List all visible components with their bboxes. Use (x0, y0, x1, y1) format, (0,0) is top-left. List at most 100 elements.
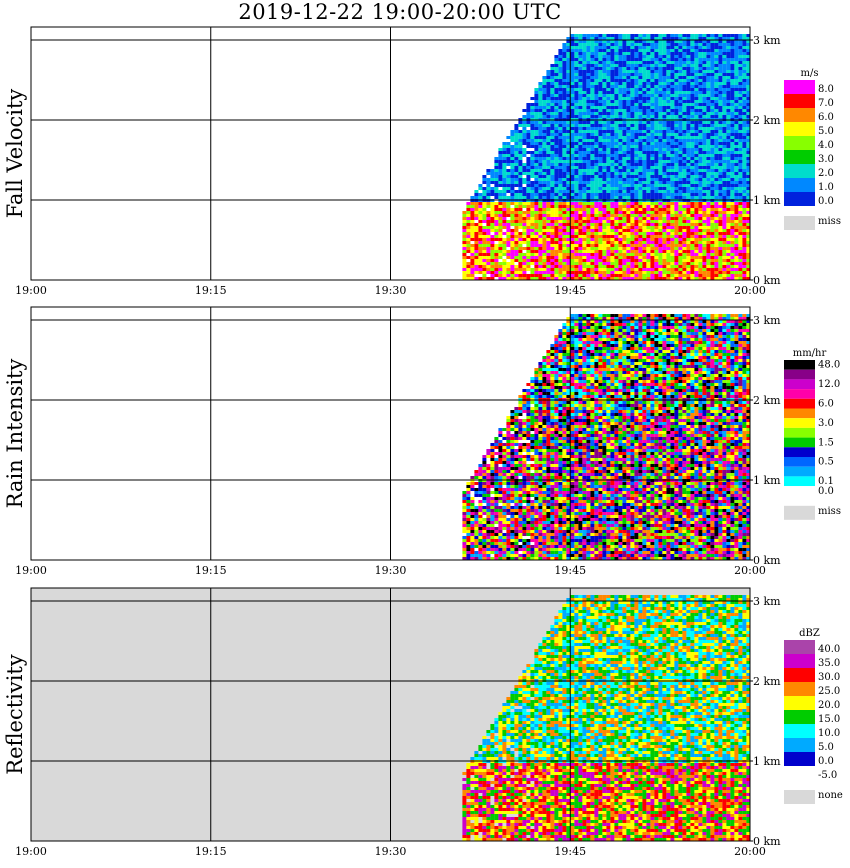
echo-cell (706, 160, 711, 163)
echo-cell (538, 256, 543, 259)
echo-cell (538, 250, 543, 253)
echo-cell (618, 100, 623, 103)
echo-cell (730, 259, 735, 262)
echo-cell (522, 229, 527, 232)
echo-cell (582, 85, 587, 88)
echo-cell (694, 61, 699, 64)
echo-cell (698, 130, 703, 133)
echo-cell (630, 235, 635, 238)
echo-cell (574, 232, 579, 235)
echo-cell (666, 43, 671, 46)
echo-cell (598, 82, 603, 85)
echo-cell (614, 55, 619, 58)
echo-cell (726, 256, 731, 259)
echo-cell (510, 151, 515, 154)
echo-cell (498, 184, 503, 187)
echo-cell (646, 91, 651, 94)
echo-cell (626, 79, 631, 82)
echo-cell (466, 223, 471, 226)
echo-cell (606, 235, 611, 238)
echo-cell (674, 58, 679, 61)
echo-cell (622, 106, 627, 109)
echo-cell (658, 232, 663, 235)
echo-cell (530, 244, 535, 247)
echo-cell (734, 97, 739, 100)
echo-cell (614, 223, 619, 226)
echo-cell (586, 187, 591, 190)
echo-cell (706, 142, 711, 145)
echo-cell (654, 172, 659, 175)
echo-cell (634, 247, 639, 250)
echo-cell (514, 166, 519, 169)
echo-cell (694, 196, 699, 199)
echo-cell (614, 184, 619, 187)
echo-cell (526, 277, 531, 280)
echo-cell (542, 187, 547, 190)
echo-cell (462, 274, 467, 277)
echo-cell (646, 268, 651, 271)
echo-cell (730, 121, 735, 124)
echo-cell (598, 271, 603, 274)
echo-cell (674, 232, 679, 235)
echo-cell (742, 196, 747, 199)
echo-cell (686, 52, 691, 55)
echo-cell (738, 91, 743, 94)
echo-cell (710, 124, 715, 127)
echo-cell (670, 247, 675, 250)
echo-cell (518, 208, 523, 211)
echo-cell (642, 178, 647, 181)
echo-cell (698, 277, 703, 280)
echo-cell (538, 259, 543, 262)
echo-cell (546, 217, 551, 220)
echo-cell (502, 217, 507, 220)
echo-cell (582, 223, 587, 226)
echo-cell (490, 265, 495, 268)
echo-cell (722, 223, 727, 226)
echo-cell (654, 46, 659, 49)
echo-cell (670, 187, 675, 190)
echo-cell (598, 232, 603, 235)
echo-cell (562, 103, 567, 106)
echo-cell (610, 67, 615, 70)
echo-cell (686, 172, 691, 175)
echo-cell (570, 259, 575, 262)
echo-cell (518, 196, 523, 199)
echo-cell (662, 202, 667, 205)
echo-cell (682, 223, 687, 226)
echo-cell (522, 265, 527, 268)
echo-cell (726, 190, 731, 193)
echo-cell (686, 205, 691, 208)
echo-cell (718, 142, 723, 145)
echo-cell (674, 271, 679, 274)
echo-cell (706, 133, 711, 136)
echo-cell (642, 244, 647, 247)
echo-cell (666, 193, 671, 196)
echo-cell (566, 94, 571, 97)
echo-cell (598, 184, 603, 187)
echo-cell (726, 217, 731, 220)
echo-cell (634, 256, 639, 259)
echo-cell (734, 100, 739, 103)
echo-cell (694, 265, 699, 268)
echo-cell (694, 73, 699, 76)
echo-cell (638, 49, 643, 52)
echo-cell (710, 247, 715, 250)
echo-cell (530, 274, 535, 277)
echo-cell (594, 232, 599, 235)
echo-cell (726, 49, 731, 52)
echo-cell (734, 145, 739, 148)
echo-cell (722, 61, 727, 64)
echo-cell (634, 145, 639, 148)
echo-cell (534, 259, 539, 262)
echo-cell (546, 115, 551, 118)
echo-cell (662, 91, 667, 94)
echo-cell (570, 127, 575, 130)
echo-cell (674, 265, 679, 268)
echo-cell (742, 145, 747, 148)
echo-cell (722, 172, 727, 175)
echo-cell (682, 139, 687, 142)
echo-cell (602, 79, 607, 82)
echo-cell (646, 40, 651, 43)
echo-cell (714, 172, 719, 175)
echo-cell (470, 205, 475, 208)
